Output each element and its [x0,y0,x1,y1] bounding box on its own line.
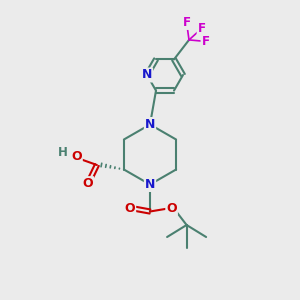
Text: N: N [145,178,155,191]
Text: O: O [82,177,93,190]
Text: O: O [166,202,177,215]
Text: F: F [183,16,190,29]
Text: N: N [145,118,155,131]
Text: H: H [58,146,68,159]
Text: F: F [202,35,209,48]
Text: O: O [71,150,82,164]
Text: F: F [198,22,206,35]
Text: O: O [124,202,135,215]
Text: N: N [142,68,152,82]
